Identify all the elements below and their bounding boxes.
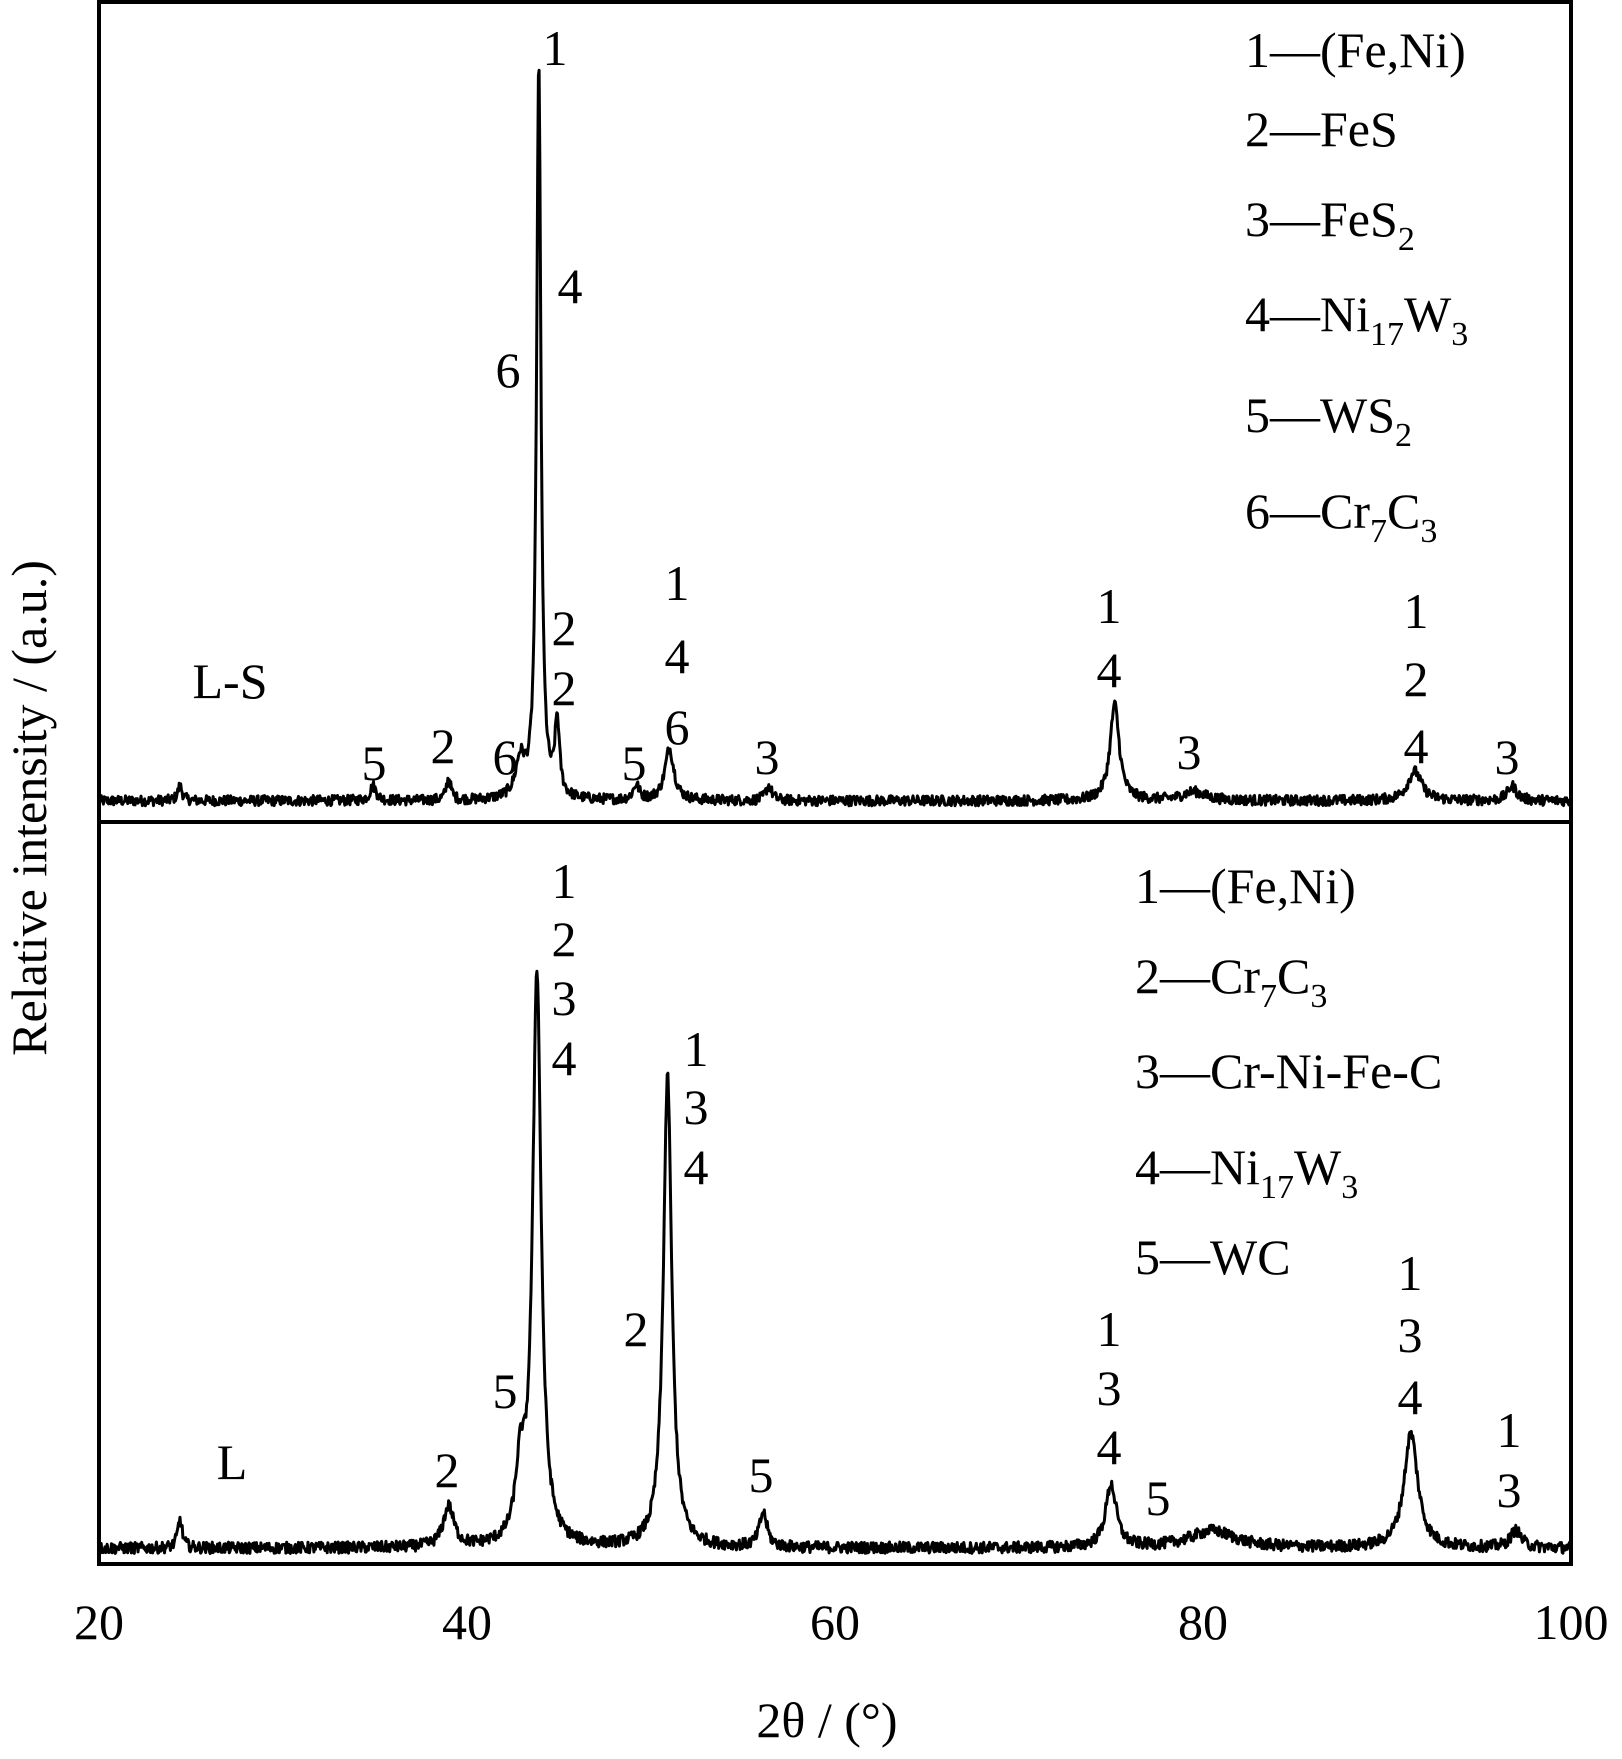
peak-label: 4 [558, 258, 583, 314]
peak-label: 3 [1495, 729, 1520, 785]
legend-subscript: 3 [1310, 978, 1327, 1015]
peak-label: 5 [493, 1363, 518, 1419]
curves [97, 68, 1573, 1555]
peak-label: 1 [543, 20, 568, 76]
x-tick-labels: 20 40 60 80 100 [74, 1594, 1609, 1650]
legend-entry: 1—(Fe,Ni) [1135, 858, 1356, 914]
panel-name-top: L-S [193, 653, 268, 709]
y-axis-label: Relative intensity / (a.u.) [1, 560, 57, 1056]
legend-text: 6—Cr [1245, 483, 1370, 539]
legend-entry: 4—Ni17W3 [1245, 286, 1468, 353]
peak-label: 4 [684, 1139, 709, 1195]
peak-label: 2 [431, 718, 456, 774]
peak-label: 3 [755, 729, 780, 785]
legend-subscript: 3 [1341, 1169, 1358, 1206]
legend-text: W [1294, 1139, 1342, 1195]
legend-entry: 5—WC [1135, 1229, 1291, 1285]
legend-entry: 2—Cr7C3 [1135, 948, 1327, 1015]
peak-label: 2 [552, 911, 577, 967]
plot-frame [97, 0, 1573, 1566]
xrd-curve-bottom [98, 969, 1573, 1555]
legend-entry: 1—(Fe,Ni) [1245, 22, 1466, 78]
xrd-curve-top [97, 68, 1573, 808]
peak-label: 3 [1177, 724, 1202, 780]
legend-text: C [1277, 948, 1310, 1004]
legends: 1—(Fe,Ni)2—FeS3—FeS24—Ni17W35—WS26—Cr7C3… [1135, 22, 1468, 1285]
peak-label: 3 [684, 1079, 709, 1135]
legend-text: 2—FeS [1245, 101, 1398, 157]
legend-subscript: 17 [1370, 316, 1404, 353]
legend-subscript: 17 [1260, 1169, 1294, 1206]
peak-label: 3 [1497, 1462, 1522, 1518]
peak-label: 3 [1097, 1360, 1122, 1416]
peak-label: 2 [1404, 651, 1429, 707]
legend-text: W [1404, 286, 1452, 342]
legend-text: 5—WC [1135, 1229, 1291, 1285]
peak-label: 1 [1497, 1402, 1522, 1458]
peak-label: 1 [1097, 578, 1122, 634]
peak-label: 1 [1404, 583, 1429, 639]
peak-label: 1 [665, 555, 690, 611]
peak-label: 2 [624, 1301, 649, 1357]
legend-entry: 6—Cr7C3 [1245, 483, 1437, 550]
peak-label: 1 [684, 1021, 709, 1077]
legend-text: 4—Ni [1135, 1139, 1260, 1195]
peak-label: 5 [362, 735, 387, 791]
peak-label: 6 [493, 729, 518, 785]
panel-name-bottom: L [217, 1434, 248, 1490]
legend-entry: 2—FeS [1245, 101, 1398, 157]
legend-text: 3—FeS [1245, 191, 1398, 247]
peak-label: 3 [1398, 1307, 1423, 1363]
legend-text: 4—Ni [1245, 286, 1370, 342]
x-tick-label: 40 [442, 1594, 492, 1650]
peak-label: 6 [665, 699, 690, 755]
peak-label: 5 [749, 1447, 774, 1503]
peak-label: 4 [1398, 1369, 1423, 1425]
x-tick-label: 60 [810, 1594, 860, 1650]
peak-label: 4 [552, 1030, 577, 1086]
legend-text: C [1387, 483, 1420, 539]
legend-text: 1—(Fe,Ni) [1135, 858, 1356, 914]
peak-label: 3 [552, 970, 577, 1026]
peak-label: 2 [552, 600, 577, 656]
peak-label: 6 [496, 342, 521, 398]
x-axis-label: 2θ / (°) [756, 1692, 897, 1748]
legend-entry: 3—Cr-Ni-Fe-C [1135, 1043, 1442, 1099]
legend-subscript: 3 [1451, 316, 1468, 353]
peak-label: 2 [435, 1442, 460, 1498]
legend-text: 1—(Fe,Ni) [1245, 22, 1466, 78]
peak-label: 1 [1398, 1245, 1423, 1301]
peak-label: 4 [665, 628, 690, 684]
peak-label: 4 [1097, 1419, 1122, 1475]
peak-label: 4 [1404, 718, 1429, 774]
legend-subscript: 3 [1420, 513, 1437, 550]
legend-text: 2—Cr [1135, 948, 1260, 1004]
legend-subscript: 2 [1398, 221, 1415, 258]
peak-label: 1 [552, 853, 577, 909]
peak-label: 2 [552, 660, 577, 716]
legend-text: 3—Cr-Ni-Fe-C [1135, 1043, 1442, 1099]
x-tick-label: 80 [1178, 1594, 1228, 1650]
peak-label: 1 [1097, 1301, 1122, 1357]
legend-subscript: 2 [1395, 417, 1412, 454]
legend-entry: 3—FeS2 [1245, 191, 1415, 258]
legend-entry: 4—Ni17W3 [1135, 1139, 1358, 1206]
peak-label: 5 [622, 735, 647, 791]
legend-subscript: 7 [1260, 978, 1277, 1015]
legend-entry: 5—WS2 [1245, 387, 1412, 454]
peak-label: 5 [1146, 1470, 1171, 1526]
legend-text: 5—WS [1245, 387, 1395, 443]
x-tick-label: 20 [74, 1594, 124, 1650]
legend-subscript: 7 [1370, 513, 1387, 550]
x-tick-label: 100 [1534, 1594, 1609, 1650]
peak-label: 4 [1097, 642, 1122, 698]
